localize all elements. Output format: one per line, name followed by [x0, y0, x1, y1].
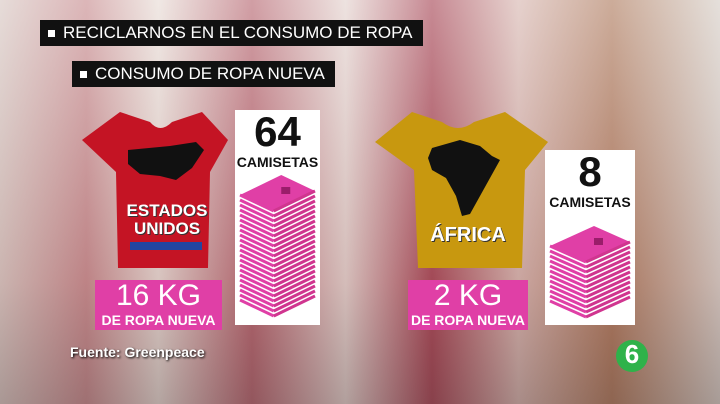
weight-note: DE ROPA NUEVA: [101, 312, 216, 328]
weight: 16 KG: [115, 279, 202, 312]
stack-shape: [549, 254, 587, 274]
logo-bg: [616, 340, 648, 372]
stack-shape: [239, 243, 275, 263]
stack-shape: [239, 268, 275, 288]
stack-shape: [585, 280, 631, 304]
stack-shape: [549, 269, 587, 289]
stack-shape: [239, 228, 275, 248]
stack-shape: [585, 260, 631, 284]
count: 8: [578, 148, 602, 195]
stack-shape: [239, 223, 275, 243]
source: Fuente: Greenpeace: [70, 344, 205, 360]
stack-shape: [239, 218, 275, 238]
stack-shape: [239, 213, 275, 233]
stack-shape: [273, 254, 316, 278]
weight: 2 KG: [433, 279, 503, 312]
stack-shape: [239, 238, 275, 258]
stack-shape: [273, 264, 316, 288]
stack-shape: [585, 275, 631, 299]
stack-shape: [585, 245, 631, 269]
stack-shape: [239, 233, 275, 253]
stack-shape: [549, 294, 587, 314]
stack-shape: [239, 253, 275, 273]
stack-shape: [585, 290, 631, 314]
stack-shape: [239, 203, 275, 223]
subheadline: CONSUMO DE ROPA NUEVA: [72, 61, 335, 87]
stack-shape: [239, 273, 275, 293]
stack-shape: [273, 224, 316, 248]
stack-africa: [549, 226, 631, 319]
stack-shape: [273, 244, 316, 268]
stack-shape: [549, 289, 587, 309]
stack-shape: [273, 279, 316, 303]
stack-shape: [239, 293, 275, 313]
count-unit: CAMISETAS: [549, 194, 631, 210]
stack-shape: [549, 264, 587, 284]
stack-shape: [273, 219, 316, 243]
stack-shape: [273, 194, 316, 218]
africa-map: [428, 140, 500, 216]
stack-shape: [550, 226, 630, 262]
stack-shape: [549, 259, 587, 279]
stack-shape: [239, 283, 275, 303]
stack-shape: [273, 204, 316, 228]
stack-shape: [239, 208, 275, 228]
stack-shape: [273, 259, 316, 283]
stack-shape: [273, 189, 316, 213]
stack-shape: [585, 295, 631, 319]
stack-shape: [239, 258, 275, 278]
logo: 6: [624, 339, 640, 369]
stack-shape: [281, 187, 291, 194]
count: 64: [254, 108, 301, 155]
stack-shape: [239, 248, 275, 268]
count-unit: CAMISETAS: [236, 154, 319, 170]
stack-shape: [585, 285, 631, 309]
stack-shape: [549, 249, 587, 269]
stack-shape: [585, 265, 631, 289]
stack-shape: [549, 274, 587, 294]
stack-shape: [549, 299, 587, 319]
stack-shape: [273, 229, 316, 253]
stack-us: [239, 175, 316, 318]
stack-shape: [549, 284, 587, 304]
stack-shape: [594, 238, 603, 245]
stack-shape: [273, 239, 316, 263]
stack-shape: [240, 175, 315, 211]
stack-shape: [549, 244, 587, 264]
region: ESTADOS: [126, 201, 208, 220]
stack-shape: [585, 255, 631, 279]
stack-shape: [273, 289, 316, 313]
stack-shape: [273, 199, 316, 223]
headline: RECICLARNOS EN EL CONSUMO DE ROPA: [40, 20, 423, 46]
region: UNIDOS: [133, 219, 201, 238]
stack-shape: [585, 270, 631, 294]
stack-shape: [273, 284, 316, 308]
stack-shape: [239, 288, 275, 308]
stack-shape: [239, 298, 275, 318]
stack-shape: [273, 234, 316, 258]
stack-shape: [273, 294, 316, 318]
stack-shape: [239, 193, 275, 213]
stack-shape: [549, 279, 587, 299]
stack-shape: [273, 209, 316, 233]
region: ÁFRICA: [430, 224, 506, 246]
stack-shape: [273, 214, 316, 238]
stack-shape: [239, 278, 275, 298]
weight-note: DE ROPA NUEVA: [410, 312, 526, 328]
stack-shape: [239, 263, 275, 283]
stack-shape: [273, 274, 316, 298]
stack-shape: [239, 198, 275, 218]
usa-map: [128, 142, 204, 180]
stack-shape: [585, 240, 631, 264]
stack-shape: [273, 269, 316, 293]
stack-shape: [273, 249, 316, 273]
stack-shape: [585, 250, 631, 274]
blue-band: [130, 242, 202, 250]
